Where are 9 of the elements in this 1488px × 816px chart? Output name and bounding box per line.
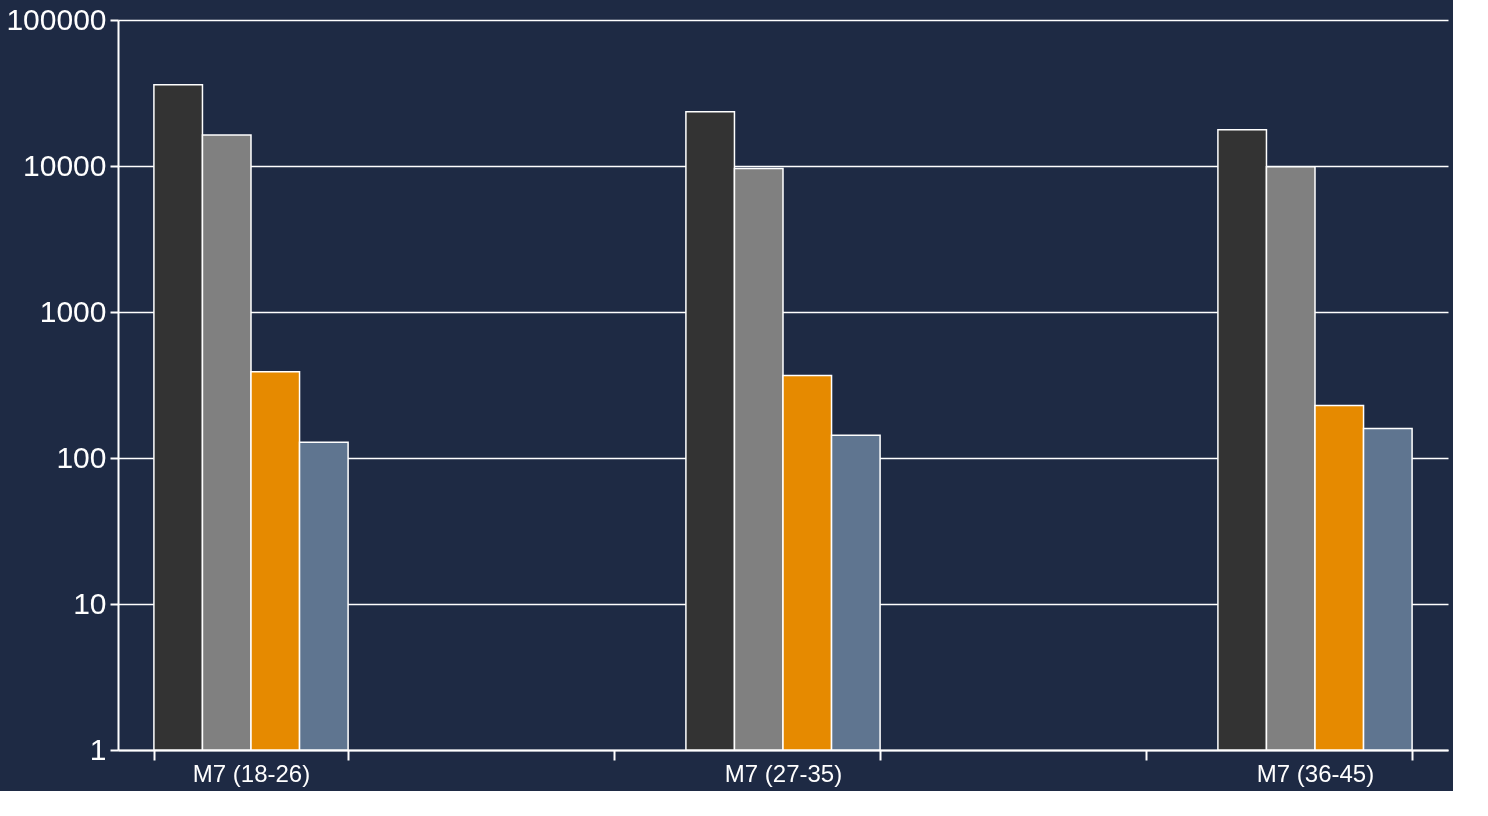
x-tick-label: M7 (27-35) [724,759,843,787]
y-tick-label: 100000 [6,2,107,36]
y-tick-label: 10 [73,586,107,620]
y-tick-label: 1000 [39,294,107,328]
y-tick-label: 1 [89,732,107,766]
y-tick-label: 10000 [23,148,107,182]
y-tick-label: 100 [56,440,107,474]
x-tick-label: M7 (18-26) [192,759,311,787]
x-tick-label: M7 (36-45) [1256,759,1375,787]
